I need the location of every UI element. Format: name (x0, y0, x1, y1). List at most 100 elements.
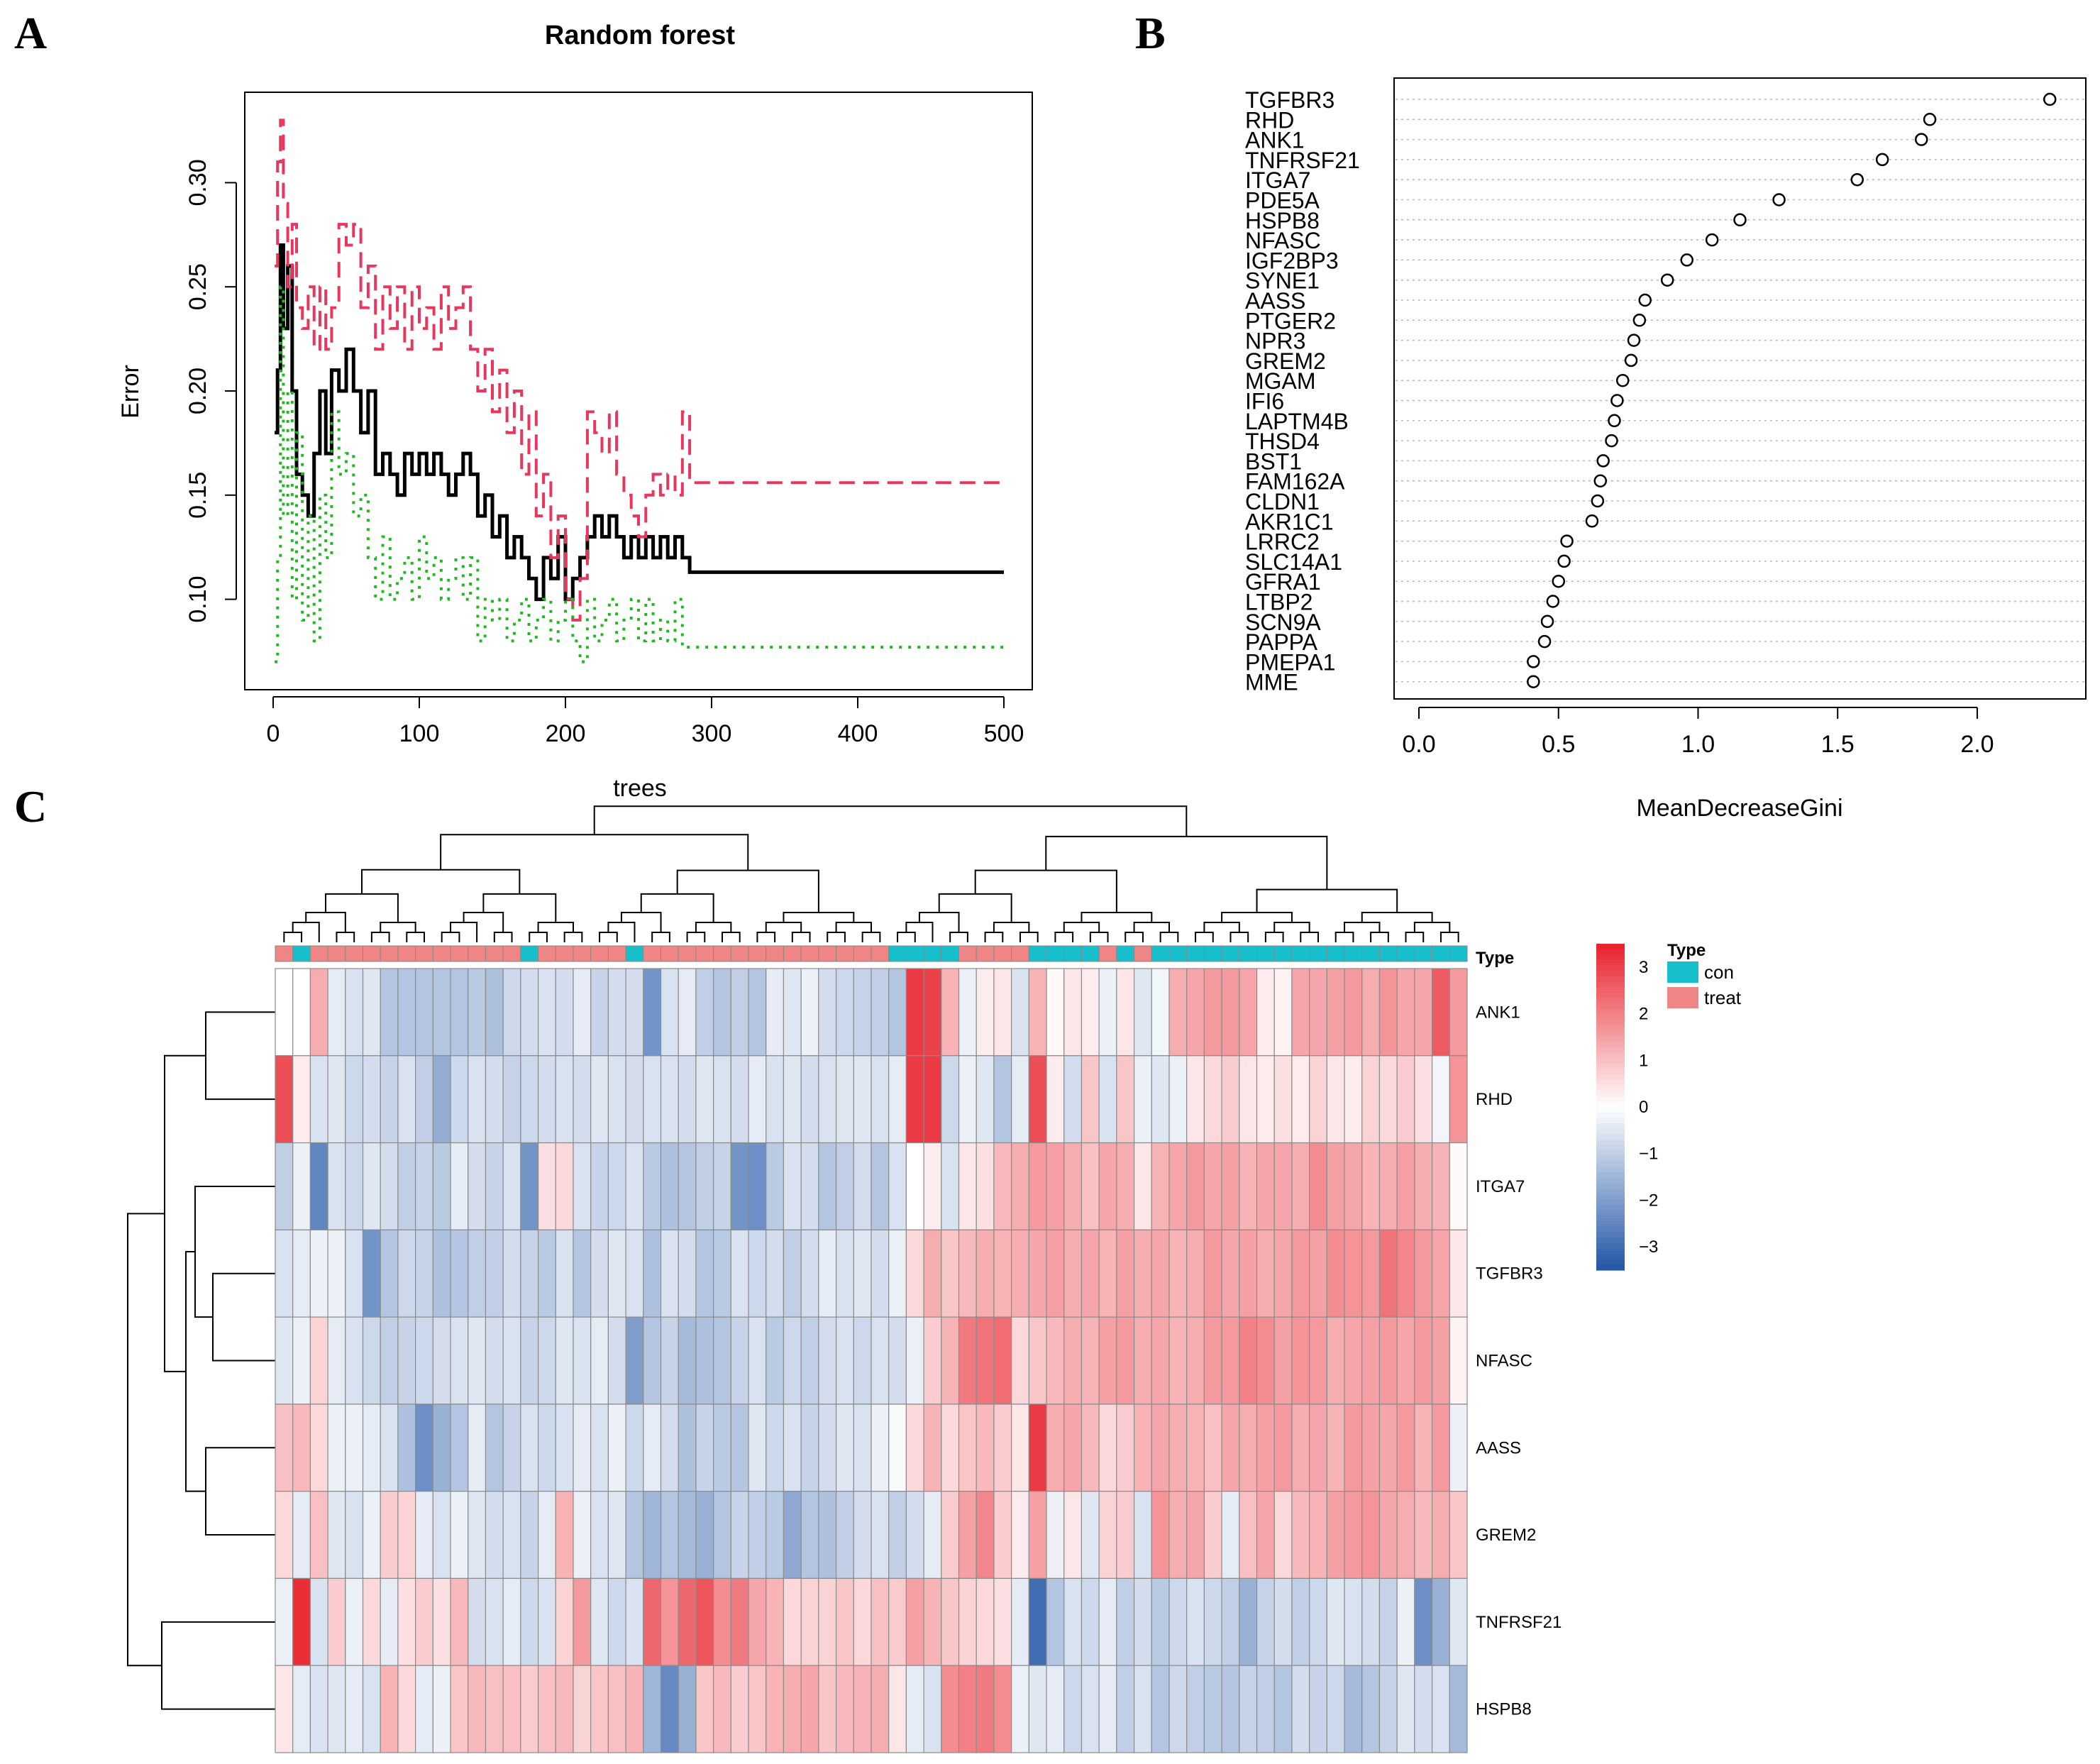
dendrogram-branch (493, 932, 513, 942)
heatmap-cell (923, 1229, 942, 1318)
heatmap-cell (923, 1142, 942, 1230)
heatmap-cell (309, 1404, 328, 1492)
heatmap-cell (958, 1491, 977, 1580)
heatmap-cell (1431, 1577, 1450, 1666)
heatmap-cell (345, 1142, 364, 1230)
heatmap-cell (1203, 1316, 1222, 1405)
color-scale-step (1596, 954, 1625, 961)
heatmap-cell (362, 968, 381, 1057)
heatmap-cell (590, 1055, 609, 1144)
heatmap-cell (1011, 1142, 1029, 1230)
heatmap-cell (1063, 1142, 1083, 1230)
heatmap-cell (590, 1142, 609, 1230)
dendrogram-branch (783, 912, 855, 922)
heatmap-cell (1414, 1577, 1433, 1666)
annotation-cell-treat (380, 945, 399, 962)
annotation-cell-con (1432, 945, 1450, 962)
heatmap-cell (678, 1055, 697, 1144)
dendrogram-branch (599, 932, 618, 942)
color-scale-step (1596, 1058, 1625, 1064)
annotation-cell-treat (818, 945, 837, 962)
heatmap-cell (275, 1229, 294, 1318)
heatmap-cell (1326, 1665, 1345, 1753)
heatmap-cell (713, 1577, 731, 1666)
heatmap-cell (1449, 1316, 1468, 1405)
annotation-cell-con (1116, 945, 1135, 962)
chart-b-plot-frame (1393, 77, 2087, 700)
heatmap-cell (397, 1229, 416, 1318)
heatmap-cell (1256, 1404, 1275, 1492)
heatmap-cell (625, 1229, 644, 1318)
heatmap-cell (1046, 1577, 1065, 1666)
heatmap-cell (1081, 968, 1100, 1057)
heatmap-cell (502, 1142, 521, 1230)
heatmap-cell (660, 1665, 679, 1753)
heatmap-cell (976, 1316, 995, 1405)
heatmap-cell (941, 1665, 960, 1753)
heatmap-cell (1361, 1142, 1381, 1230)
gene-label: SYNE1 (1245, 268, 1320, 294)
color-scale-step (1596, 998, 1625, 1004)
annotation-cell-treat (713, 945, 731, 962)
annotation-cell-treat (450, 945, 469, 962)
heatmap-cell (923, 1491, 942, 1580)
annotation-cell-treat (993, 945, 1012, 962)
heatmap-cell (1203, 1404, 1222, 1492)
heatmap-cell (695, 1316, 714, 1405)
heatmap-cell (1378, 1142, 1398, 1230)
heatmap-cell (450, 1404, 469, 1492)
heatmap-cell (871, 1055, 890, 1144)
heatmap-cell (695, 1577, 714, 1666)
heatmap-cell (327, 1404, 346, 1492)
heatmap-cell (1063, 1491, 1083, 1580)
heatmap-cell (853, 1577, 872, 1666)
annotation-label: Type (1476, 949, 1514, 968)
heatmap-cell (573, 1055, 592, 1144)
heatmap-cell (537, 1142, 556, 1230)
heatmap-cell (1028, 968, 1047, 1057)
annotation-cell-con (905, 945, 924, 962)
series-line-treat (275, 118, 1004, 622)
annotation-cell-con (1028, 945, 1047, 962)
heatmap-cell (1116, 968, 1135, 1057)
heatmap-cell (450, 1665, 469, 1753)
gene-label: GREM2 (1245, 348, 1326, 374)
heatmap-cell (292, 1229, 311, 1318)
heatmap-cell (380, 1404, 399, 1492)
heatmap-cell (1291, 1577, 1310, 1666)
dendrogram-branch (1159, 932, 1179, 942)
color-scale-step (1596, 1112, 1625, 1118)
gini-point-nfasc (1705, 233, 1719, 247)
heatmap-cell (853, 1404, 872, 1492)
gini-point-bst1 (1596, 454, 1610, 468)
dendrogram-branch (756, 932, 776, 942)
heatmap-cell (345, 1316, 364, 1405)
annotation-cell-con (1309, 945, 1327, 962)
color-scale-step (1596, 1123, 1625, 1130)
annotation-cell-con (520, 945, 539, 962)
heatmap-cell (397, 1491, 416, 1580)
heatmap-cell (976, 1404, 995, 1492)
row-label-itga7: ITGA7 (1476, 1177, 1525, 1196)
color-scale-step (1596, 1140, 1625, 1146)
heatmap-cell (871, 1142, 890, 1230)
heatmap-cell (1203, 1055, 1222, 1144)
y-tick-label: 0.20 (184, 368, 211, 414)
heatmap-cell (835, 1316, 854, 1405)
color-scale-step (1596, 976, 1625, 983)
heatmap-cell (555, 1665, 574, 1753)
heatmap-cell (1291, 1142, 1310, 1230)
heatmap-cell (309, 1229, 328, 1318)
heatmap-cell (1098, 1229, 1117, 1318)
heatmap-cell (660, 1055, 679, 1144)
heatmap-cell (537, 1577, 556, 1666)
heatmap-cell (1098, 1404, 1117, 1492)
heatmap-cell (432, 1142, 451, 1230)
expression-heatmap: Type ANK1 RHD ITGA7 TGFBR3 NFASC AASS GREM2 TNF… (127, 805, 1742, 1753)
gini-point-scn9a (1540, 614, 1554, 629)
heatmap-cell (1414, 1665, 1433, 1753)
heatmap-cell (380, 1491, 399, 1580)
heatmap-cell (713, 1142, 731, 1230)
heatmap-cell (923, 968, 942, 1057)
heatmap-cell (450, 1491, 469, 1580)
